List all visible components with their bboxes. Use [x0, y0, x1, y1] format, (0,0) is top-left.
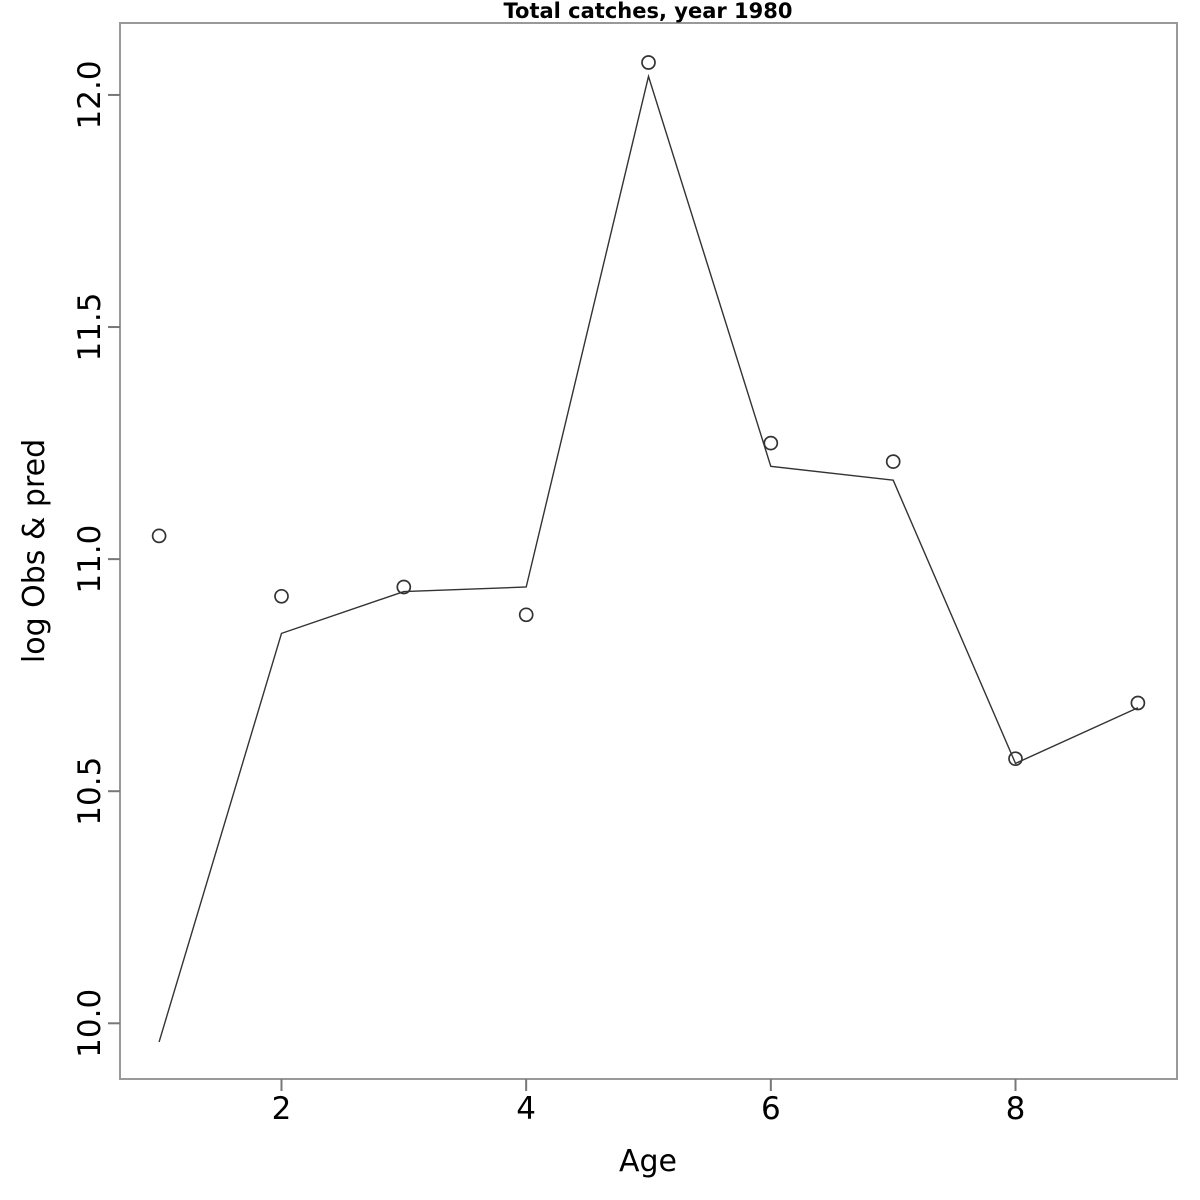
x-tick-label: 8 [1006, 1091, 1026, 1127]
observation-point [885, 454, 901, 469]
prediction-line-group [158, 73, 1139, 1043]
y-tick-label: 10.5 [72, 757, 108, 826]
observation-point [763, 435, 779, 451]
observation-point [274, 588, 289, 604]
x-tick-label: 2 [272, 1091, 292, 1127]
observation-point [1008, 751, 1023, 767]
plot-box [119, 22, 1178, 1080]
y-axis: 10.0 10.5 11.0 11.5 12.0 [72, 60, 120, 1058]
y-tick-label: 11.0 [72, 525, 108, 594]
observation-point [518, 607, 534, 623]
y-tick-label: 11.5 [72, 293, 108, 362]
x-axis: 2 4 6 8 [272, 1079, 1026, 1127]
y-axis-label: log Obs & pred [17, 439, 52, 663]
y-tick-label: 12.0 [72, 60, 108, 129]
observation-point [151, 528, 167, 544]
chart-title: Total catches, year 1980 [504, 0, 793, 23]
observation-point [641, 55, 656, 70]
prediction-line [158, 73, 1139, 1043]
x-tick-label: 4 [516, 1091, 536, 1127]
x-axis-label: Age [619, 1144, 677, 1179]
observation-points-group [151, 55, 1146, 767]
observation-point [396, 579, 412, 595]
observation-point [1130, 695, 1146, 711]
x-tick-label: 6 [761, 1091, 781, 1127]
y-tick-label: 10.0 [72, 989, 108, 1058]
